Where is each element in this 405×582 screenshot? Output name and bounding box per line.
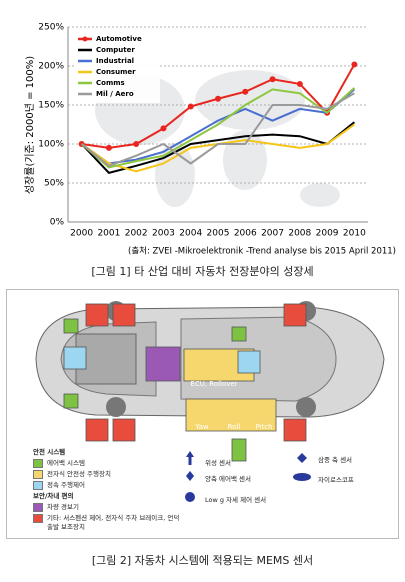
y-tick-label: 100% — [38, 140, 64, 150]
sensor-type: Low g 자세 제어 센서 — [205, 496, 267, 504]
y-tick-label: 50% — [44, 179, 64, 189]
legend-label: Computer — [96, 46, 135, 54]
legend-item: 에어백 시스템 — [33, 459, 183, 468]
legend-label: Consumer — [96, 68, 136, 76]
figure-caption: [그림 2] 자동차 시스템에 적용되는 MEMS 센서 — [91, 554, 314, 567]
x-tick-label: 2007 — [261, 229, 284, 239]
figure-caption: [그림 1] 타 산업 대비 자동차 전장분야의 성장세 — [91, 265, 314, 278]
y-tick-label: 200% — [38, 62, 64, 72]
legend-label: 정속 주행제어 — [47, 481, 85, 489]
car-diagram: ECU, Rollover Yaw Roll Pitch — [6, 289, 399, 539]
car-label: Yaw — [194, 423, 209, 431]
x-tick-label: 2008 — [288, 229, 311, 239]
data-point — [351, 61, 358, 68]
legend-item: 차량 경보기 — [33, 503, 183, 512]
x-tick-label: 2009 — [316, 229, 339, 239]
legend-swatch — [33, 481, 43, 490]
legend-swatch — [33, 470, 43, 479]
car-label: ECU, Rollover — [190, 380, 237, 388]
series-line — [81, 88, 356, 165]
x-tick-label: 2001 — [97, 229, 120, 239]
legend-label: Industrial — [96, 57, 134, 65]
data-point — [269, 76, 276, 83]
sensor-type: 위성 센서 — [205, 459, 231, 467]
sensor-type: 자이로스코프 — [318, 476, 354, 484]
source-note: (출처: ZVEI -Mikroelektronik -Trend analys… — [128, 246, 396, 257]
sensor-type-icons — [185, 451, 311, 502]
data-point — [160, 125, 167, 132]
legend-swatch — [33, 514, 43, 523]
legend-label: Mil / Aero — [96, 90, 134, 98]
legend-label: 전자식 안전성 주행장치 — [47, 470, 111, 478]
y-tick-label: 250% — [38, 23, 64, 33]
car-label: Pitch — [255, 423, 272, 431]
legend-swatch — [33, 459, 43, 468]
data-point — [187, 103, 194, 110]
x-tick-label: 2000 — [70, 229, 93, 239]
data-point — [296, 80, 303, 87]
sensor-icons — [63, 303, 307, 462]
x-tick-label: 2003 — [152, 229, 175, 239]
legend-box — [74, 31, 160, 103]
legend-label: Comms — [96, 79, 125, 87]
legend-item: 전자식 안전성 주행장치 — [33, 470, 183, 479]
data-point — [242, 88, 249, 95]
data-point — [215, 95, 221, 102]
sensor-type: 삼중 축 센서 — [318, 456, 353, 464]
y-tick-label: 0% — [50, 218, 65, 228]
x-tick-label: 2004 — [179, 229, 202, 239]
legend-swatch — [33, 503, 43, 512]
legend-item: 정속 주행제어 — [33, 481, 183, 490]
data-point — [105, 144, 112, 151]
data-point — [133, 141, 140, 147]
legend-label: 에어백 시스템 — [47, 459, 85, 467]
sensor-type: 양축 에어백 센서 — [205, 475, 251, 483]
legend-label: 차량 경보기 — [47, 503, 79, 511]
x-tick-label: 2005 — [207, 229, 230, 239]
series-line — [80, 87, 356, 169]
x-tick-label: 2010 — [343, 229, 366, 239]
car-label: Roll — [228, 423, 241, 431]
legend-group-title: 안전 시스템 — [33, 448, 66, 456]
legend-label: Automotive — [96, 35, 142, 43]
legend-group-title: 보안/차내 편의 — [33, 492, 74, 500]
legend-marker — [82, 36, 88, 42]
legend-label: 기타: 서스펜션 제어, 전자식 주차 브레이크, 언덕 출발 보조장치 — [47, 514, 180, 531]
x-tick-label: 2006 — [234, 229, 257, 239]
y-axis-title: 성장률(기준: 2000년 = 100%) — [24, 56, 36, 194]
y-tick-label: 150% — [38, 101, 64, 111]
x-tick-label: 2002 — [125, 229, 148, 239]
legend: Automotive Computer Industrial Consumer Comm… — [74, 31, 160, 103]
legend-item: 기타: 서스펜션 제어, 전자식 주차 브레이크, 언덕 출발 보조장치 — [33, 514, 183, 532]
chart: 성장률(기준: 2000년 = 100%) (출처: ZVEI -Mikroel… — [24, 23, 396, 257]
series-line — [81, 92, 355, 167]
